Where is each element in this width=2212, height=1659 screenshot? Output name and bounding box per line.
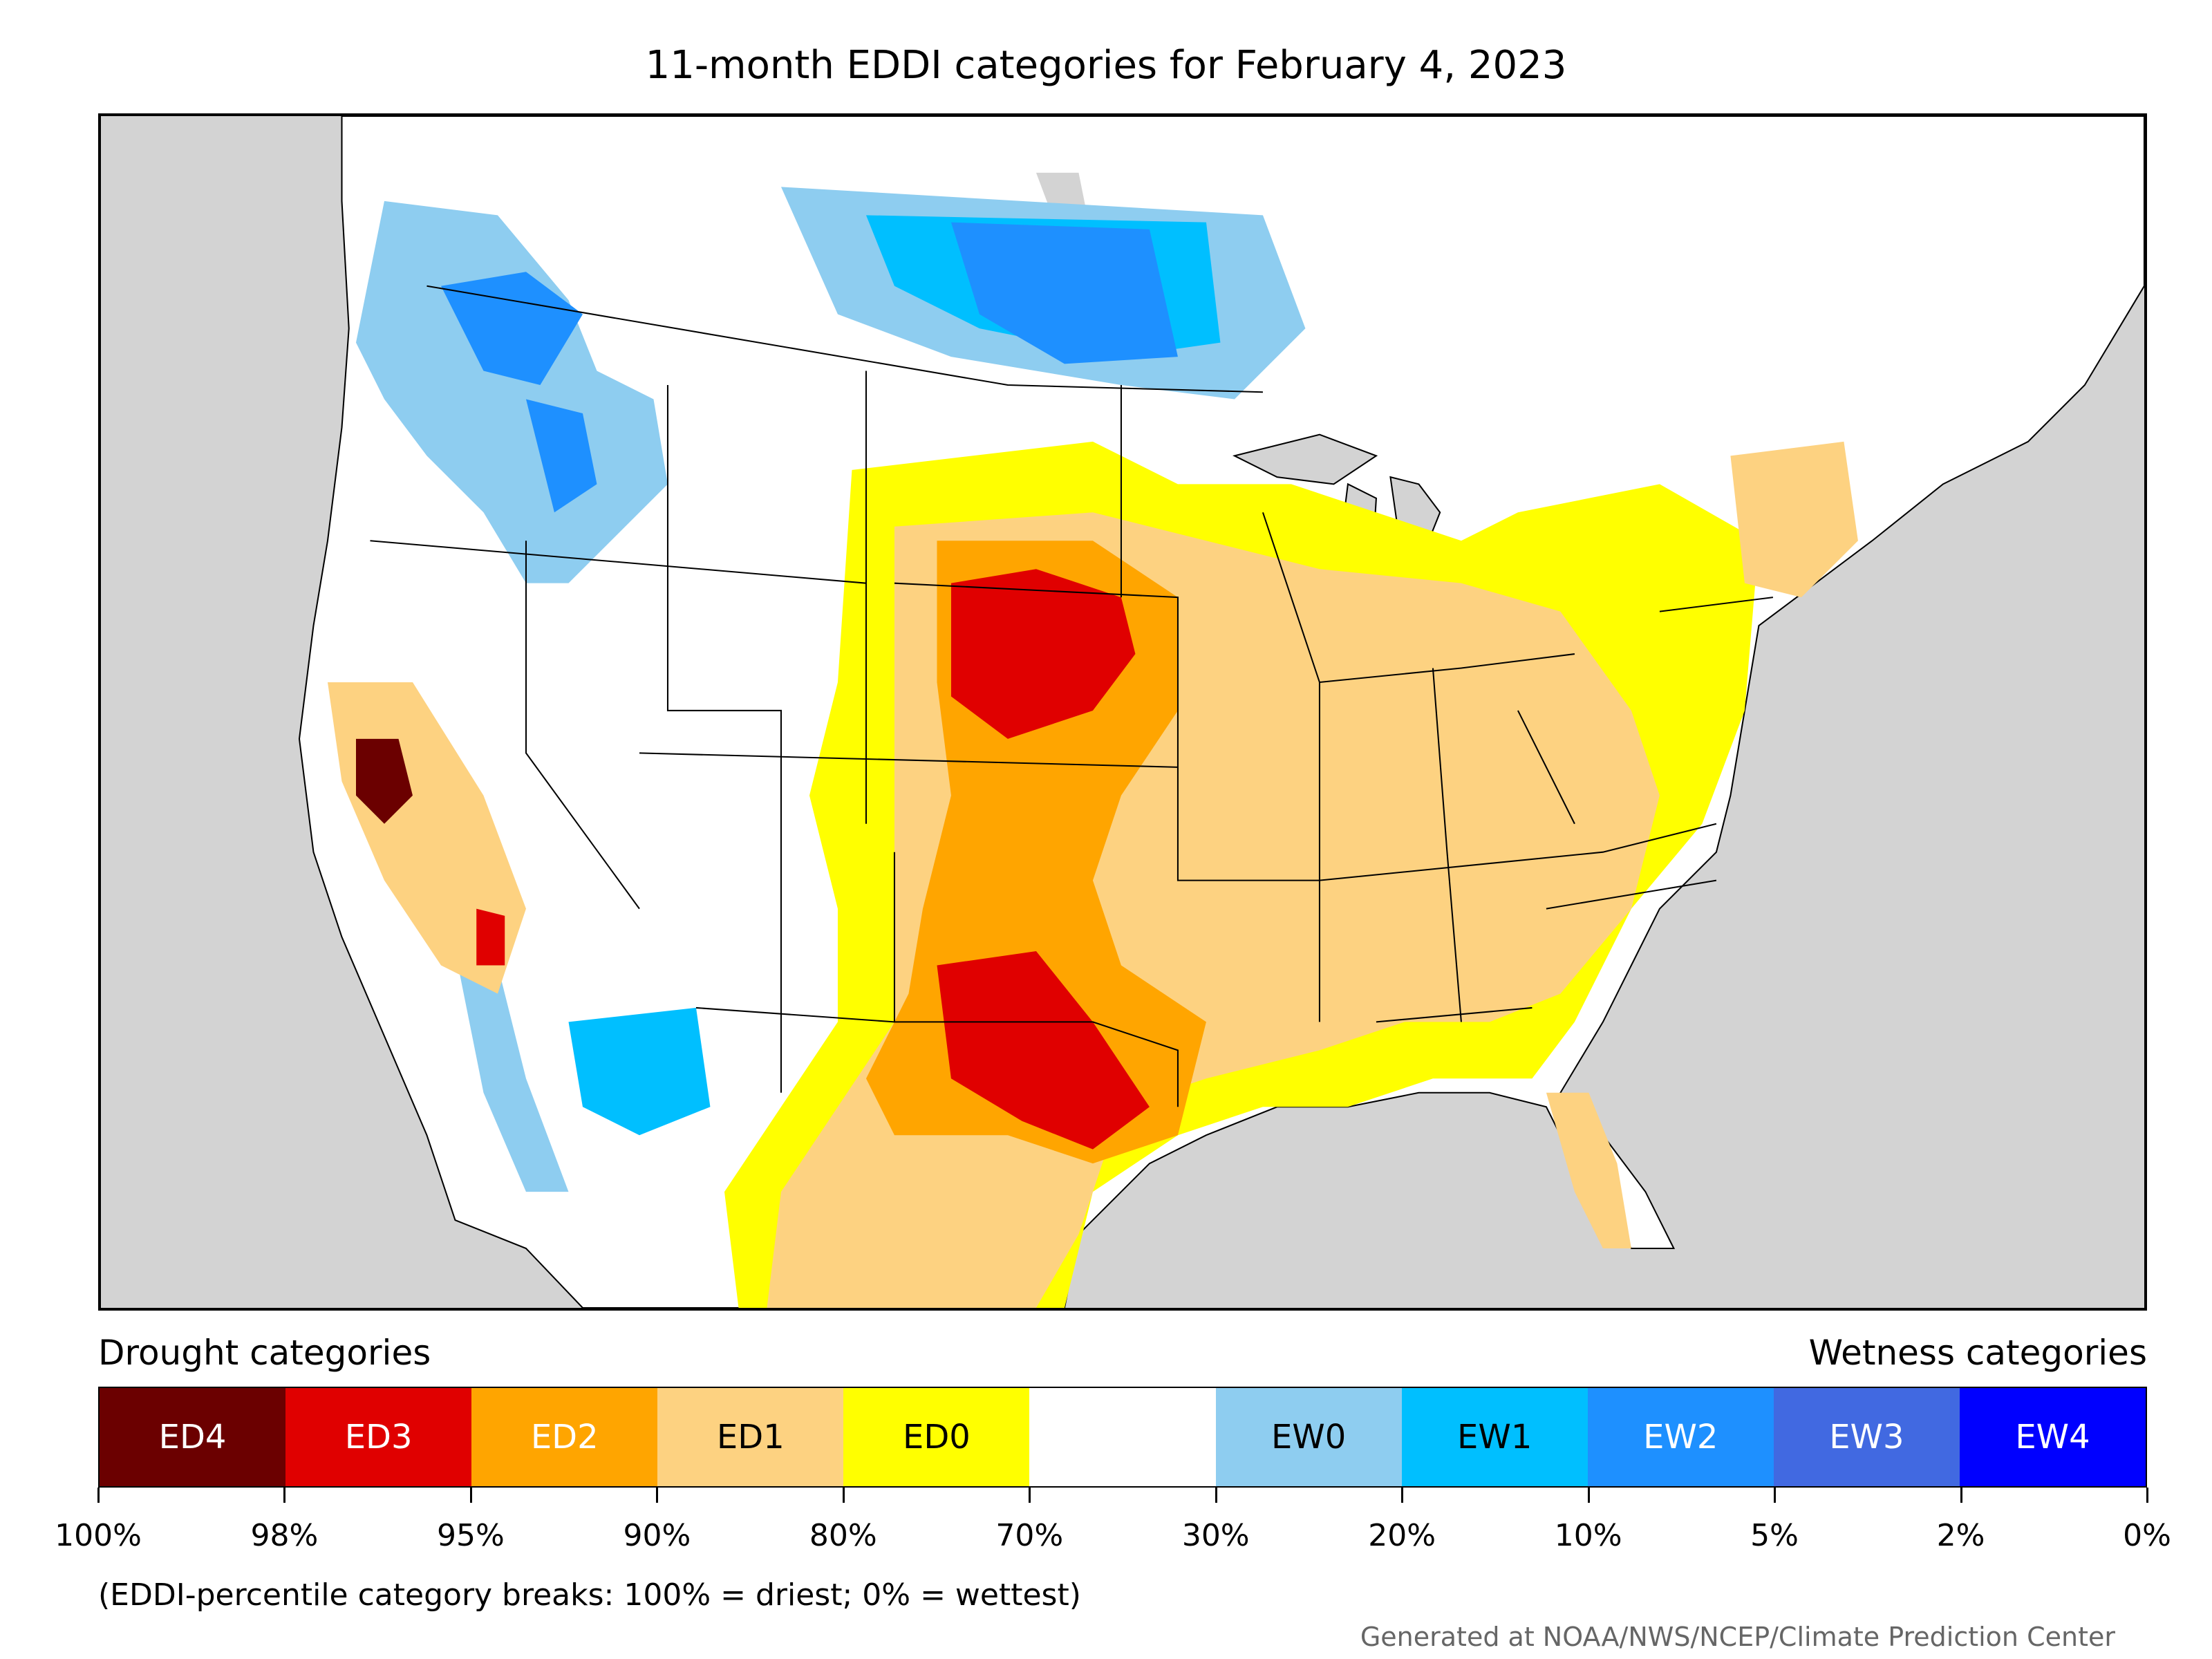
wet-region-manitoba [950, 222, 1178, 364]
legend-cell-ew2: EW2 [1587, 1388, 1774, 1486]
drought-ed4-california [355, 738, 413, 824]
legend-tick [656, 1488, 659, 1503]
legend-cell-ed4: ED4 [100, 1388, 286, 1486]
legend-tick [2146, 1488, 2148, 1503]
wet-region-southwest [568, 1007, 711, 1136]
legend-cell-ew4: EW4 [1959, 1388, 2146, 1486]
legend-tick-label: 20% [1368, 1518, 1436, 1553]
legend-tick [1774, 1488, 1777, 1503]
legend-tick [1960, 1488, 1962, 1503]
legend-tick [842, 1488, 845, 1503]
legend-cell-ed3: ED3 [285, 1388, 472, 1486]
legend-tick-label: 80% [809, 1518, 877, 1553]
legend-tick-label: 95% [437, 1518, 505, 1553]
legend-cell-ed2: ED2 [471, 1388, 658, 1486]
drought-ed1-plains [767, 512, 1660, 1308]
drought-ed3-california-south [476, 908, 505, 966]
legend-tick [97, 1488, 100, 1503]
drought-ed1-northeast [1730, 441, 1858, 598]
legend-tick [1587, 1488, 1590, 1503]
legend-cell-ew1: EW1 [1401, 1388, 1588, 1486]
legend-tick-label: 5% [1750, 1518, 1799, 1553]
legend-tick [283, 1488, 286, 1503]
legend-cell-ew3: EW3 [1773, 1388, 1960, 1486]
legend-tick-label: 98% [250, 1518, 319, 1553]
wet-region-baja [455, 951, 569, 1192]
legend-cell-normal [1029, 1388, 1216, 1486]
drought-ed1-florida [1546, 1092, 1631, 1249]
legend-tick-label: 100% [55, 1518, 142, 1553]
wet-region-northwest-strong [440, 272, 597, 513]
legend-tick-label: 2% [1936, 1518, 1985, 1553]
legend-cell-ed1: ED1 [657, 1388, 844, 1486]
legend-tick [1215, 1488, 1217, 1503]
legend-tick-label: 70% [995, 1518, 1064, 1553]
legend-tick [1401, 1488, 1404, 1503]
wetness-categories-heading: Wetness categories [1808, 1333, 2147, 1373]
category-legend-bar: ED4 ED3 ED2 ED1 ED0 EW0 EW1 EW2 EW3 EW4 [98, 1387, 2147, 1488]
legend-cell-ew0: EW0 [1215, 1388, 1402, 1486]
legend-tick-label: 90% [623, 1518, 691, 1553]
drought-ed3-nebraska [950, 569, 1136, 739]
credit-text: Generated at NOAA/NWS/NCEP/Climate Predi… [1360, 1622, 2115, 1652]
legend-tick-label: 0% [2123, 1518, 2171, 1553]
legend-tick [1029, 1488, 1031, 1503]
category-breaks-note: (EDDI-percentile category breaks: 100% =… [98, 1577, 1081, 1613]
legend-tick-label: 10% [1554, 1518, 1622, 1553]
state-boundaries [370, 285, 1774, 1107]
legend-tick [469, 1488, 472, 1503]
us-map-svg [298, 116, 2144, 1308]
drought-ed3-texas [937, 951, 1150, 1150]
map-title: 11-month EDDI categories for February 4,… [645, 43, 1567, 88]
legend-tick-label: 30% [1181, 1518, 1250, 1553]
drought-categories-heading: Drought categories [98, 1333, 431, 1373]
legend-ticks [97, 1488, 2148, 1508]
legend-cell-ed0: ED0 [843, 1388, 1030, 1486]
eddi-map [98, 113, 2147, 1311]
